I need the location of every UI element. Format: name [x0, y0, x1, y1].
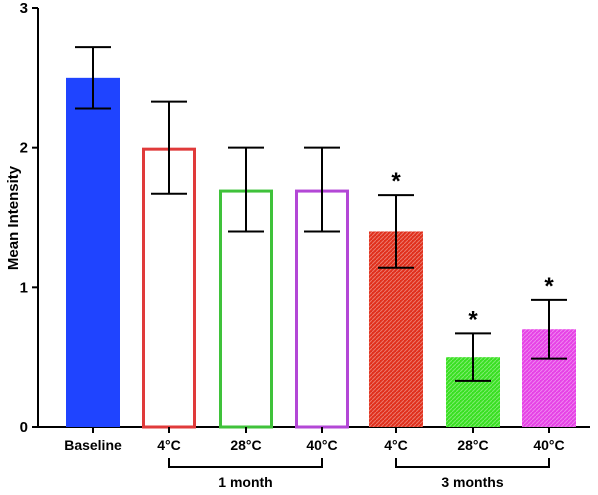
- bar: [66, 77, 120, 427]
- significance-markers: * * *: [391, 168, 554, 333]
- category-label: 40°C: [306, 437, 337, 453]
- category-label: 28°C: [457, 437, 488, 453]
- group-label: 3 months: [441, 474, 503, 490]
- category-label: 40°C: [533, 437, 564, 453]
- bars: [66, 77, 576, 429]
- y-tick-label: 0: [20, 419, 28, 436]
- category-label: 28°C: [230, 437, 261, 453]
- significance-star: *: [391, 168, 401, 195]
- y-axis-label: Mean Intensity: [5, 165, 22, 270]
- significance-star: *: [544, 273, 554, 300]
- group-bracket: [168, 458, 323, 468]
- category-label: Baseline: [64, 437, 122, 453]
- category-label: 4°C: [384, 437, 408, 453]
- y-tick-label: 3: [20, 0, 28, 17]
- error-bars: [75, 46, 567, 382]
- category-labels: Baseline 4°C 28°C 40°C 4°C 28°C 40°C: [64, 427, 565, 453]
- y-tick-label: 1: [20, 279, 28, 296]
- y-tick-label: 2: [20, 140, 28, 157]
- group-label: 1 month: [218, 474, 272, 490]
- group-bracket: [395, 458, 550, 468]
- category-label: 4°C: [157, 437, 181, 453]
- significance-star: *: [468, 306, 478, 333]
- group-brackets: 1 month 3 months: [168, 458, 550, 490]
